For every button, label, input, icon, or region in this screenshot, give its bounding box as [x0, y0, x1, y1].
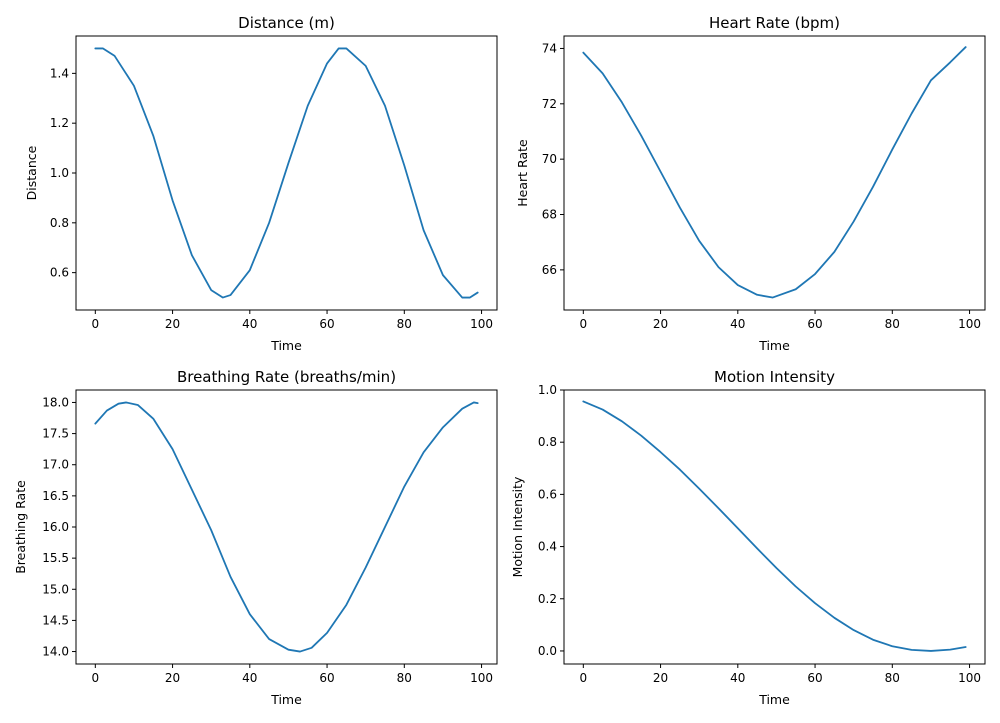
- y-tick-label: 72: [542, 97, 557, 111]
- y-tick-label: 15.5: [42, 551, 69, 565]
- y-tick-label: 1.4: [50, 66, 69, 80]
- x-tick-label: 40: [242, 671, 257, 685]
- series-line-3: [94, 401, 479, 653]
- x-tick-label: 60: [807, 317, 822, 331]
- y-tick-label: 1.0: [50, 166, 69, 180]
- y-tick-label: 17.0: [42, 458, 69, 472]
- y-axis-label-3: Breathing Rate: [13, 480, 28, 574]
- y-tick-label: 0.6: [50, 266, 69, 280]
- x-tick-label: 0: [579, 317, 587, 331]
- x-axis-label-2: Time: [758, 338, 790, 353]
- plot-frame-2: [563, 35, 986, 311]
- x-tick-label: 0: [91, 671, 99, 685]
- x-tick-label: 80: [397, 671, 412, 685]
- plot-frame-3: [75, 389, 498, 665]
- x-tick-label: 80: [397, 317, 412, 331]
- y-tick-label: 0.4: [538, 540, 557, 554]
- x-tick-label: 60: [319, 671, 334, 685]
- y-tick-label: 18.0: [42, 395, 69, 409]
- x-tick-label: 80: [885, 671, 900, 685]
- x-tick-label: 100: [958, 671, 981, 685]
- chart-title-1: Distance (m): [238, 14, 335, 32]
- x-axis-label-1: Time: [270, 338, 302, 353]
- y-axis-label-1: Distance: [24, 145, 39, 200]
- x-tick-label: 20: [165, 317, 180, 331]
- y-tick-label: 14.0: [42, 645, 69, 659]
- x-tick-label: 60: [807, 671, 822, 685]
- x-tick-label: 40: [730, 317, 745, 331]
- x-tick-label: 0: [91, 317, 99, 331]
- chart-title-3: Breathing Rate (breaths/min): [177, 368, 396, 386]
- plot-frame-1: [75, 35, 498, 311]
- y-tick-label: 70: [542, 152, 557, 166]
- x-tick-label: 60: [319, 317, 334, 331]
- y-tick-label: 14.5: [42, 613, 69, 627]
- y-tick-label: 1.0: [538, 383, 557, 397]
- y-tick-label: 16.0: [42, 520, 69, 534]
- x-tick-label: 40: [242, 317, 257, 331]
- y-tick-label: 1.2: [50, 116, 69, 130]
- x-tick-label: 100: [470, 671, 493, 685]
- x-tick-label: 20: [653, 671, 668, 685]
- y-tick-label: 17.5: [42, 427, 69, 441]
- x-tick-label: 100: [958, 317, 981, 331]
- series-line-4: [582, 400, 967, 652]
- series-line-2: [582, 46, 967, 299]
- x-tick-label: 80: [885, 317, 900, 331]
- chart-title-2: Heart Rate (bpm): [709, 14, 840, 32]
- y-tick-label: 0.8: [50, 216, 69, 230]
- x-tick-label: 40: [730, 671, 745, 685]
- y-tick-label: 0.0: [538, 644, 557, 658]
- series-line-1: [94, 47, 479, 299]
- y-tick-label: 0.8: [538, 435, 557, 449]
- y-tick-label: 16.5: [42, 489, 69, 503]
- plot-frame-4: [563, 389, 986, 665]
- y-tick-label: 68: [542, 208, 557, 222]
- x-tick-label: 100: [470, 317, 493, 331]
- y-tick-label: 66: [542, 263, 557, 277]
- x-tick-label: 0: [579, 671, 587, 685]
- y-tick-label: 0.6: [538, 487, 557, 501]
- y-axis-label-4: Motion Intensity: [510, 476, 525, 577]
- x-axis-label-3: Time: [270, 692, 302, 707]
- x-tick-label: 20: [653, 317, 668, 331]
- x-tick-label: 20: [165, 671, 180, 685]
- y-tick-label: 0.2: [538, 592, 557, 606]
- chart-title-4: Motion Intensity: [714, 368, 835, 386]
- y-tick-label: 74: [542, 41, 557, 55]
- y-axis-label-2: Heart Rate: [515, 139, 530, 207]
- x-axis-label-4: Time: [758, 692, 790, 707]
- y-tick-label: 15.0: [42, 582, 69, 596]
